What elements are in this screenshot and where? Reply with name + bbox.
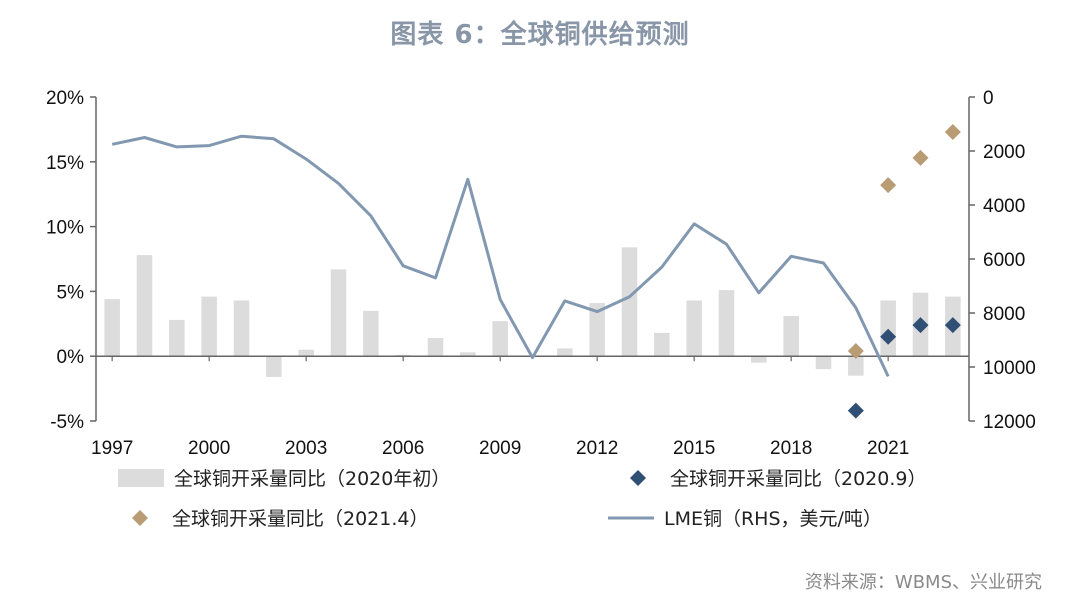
source-note: 资料来源：WBMS、兴业研究 <box>804 572 1042 593</box>
right-tick-label: 10000 <box>983 358 1036 379</box>
x-tick-label: 2006 <box>382 438 424 459</box>
bar-2008 <box>460 352 476 357</box>
x-tick-label: 2021 <box>867 438 909 459</box>
point-2020-9-2021 <box>880 328 897 345</box>
left-axis-ticks: 20% 15% 10% 5% 0% -5% <box>46 88 96 433</box>
x-tick-label: 1997 <box>91 438 133 459</box>
legend-label: LME铜（RHS，美元/吨） <box>664 508 882 530</box>
scatter-series-2021-4 <box>847 123 961 360</box>
bar-2021 <box>880 300 896 357</box>
point-2020-9-2023 <box>944 317 961 334</box>
bar-2018 <box>783 316 799 357</box>
right-tick-label: 4000 <box>983 196 1025 217</box>
bar-2000 <box>201 296 217 357</box>
bar-1998 <box>136 255 153 357</box>
x-tick-label: 2018 <box>770 438 812 459</box>
x-tick-label: 2009 <box>479 438 521 459</box>
bar-2013 <box>621 247 638 357</box>
legend-label: 全球铜开采量同比（2021.4） <box>172 508 428 530</box>
bar-2004 <box>330 269 347 357</box>
lme-copper-line <box>111 134 890 378</box>
x-axis-ticks: 1997 2000 2003 2006 2009 2012 2015 2018 2021 <box>91 356 909 459</box>
right-tick-label: 8000 <box>983 304 1025 325</box>
legend-label: 全球铜开采量同比（2020.9） <box>670 468 926 490</box>
x-tick-label: 2012 <box>576 438 618 459</box>
bar-2002 <box>266 356 282 377</box>
point-2021-4-2021 <box>880 177 897 194</box>
right-axis-ticks: 0 2000 4000 6000 8000 10000 12000 <box>969 88 1036 433</box>
point-2021-4-2022 <box>912 149 929 166</box>
bar-series <box>104 247 961 377</box>
legend: 全球铜开采量同比（2020年初） 全球铜开采量同比（2020.9） 全球铜开采量同比… <box>118 468 926 530</box>
legend-label: 全球铜开采量同比（2020年初） <box>174 468 450 490</box>
left-tick-label: 10% <box>46 218 84 239</box>
bar-2001 <box>233 300 250 357</box>
point-2021-4-2023 <box>944 123 961 140</box>
bar-2003 <box>298 349 314 357</box>
chart-title: 图表 6：全球铜供给预测 <box>390 20 690 50</box>
x-tick-label: 2015 <box>673 438 715 459</box>
bar-1997 <box>104 299 120 357</box>
scatter-series-2020-9 <box>847 317 961 419</box>
x-tick-label: 2003 <box>285 438 327 459</box>
bar-2020 <box>848 356 864 376</box>
bar-2009 <box>492 321 508 357</box>
bar-2007 <box>427 338 444 357</box>
left-tick-label: 20% <box>46 88 84 109</box>
right-tick-label: 12000 <box>983 412 1036 433</box>
x-tick-label: 2000 <box>188 438 230 459</box>
bar-1999 <box>169 319 185 357</box>
point-2020-9-2022 <box>912 317 929 334</box>
bar-2019 <box>815 356 832 370</box>
right-tick-label: 2000 <box>983 142 1025 163</box>
bar-2005 <box>363 310 379 357</box>
right-tick-label: 0 <box>983 88 994 109</box>
bar-2011 <box>557 348 573 357</box>
bar-2012 <box>589 303 605 357</box>
right-tick-label: 6000 <box>983 250 1025 271</box>
bar-2016 <box>718 290 735 357</box>
bar-2015 <box>686 300 702 357</box>
left-tick-label: 0% <box>57 347 85 368</box>
legend-swatch-diamond <box>630 470 646 486</box>
left-tick-label: 15% <box>46 153 84 174</box>
left-tick-label: 5% <box>57 282 85 303</box>
point-2021-4-2020 <box>847 343 864 360</box>
legend-swatch-bar <box>118 469 164 487</box>
bar-2017 <box>751 356 767 363</box>
bar-2014 <box>654 332 670 357</box>
legend-swatch-diamond <box>132 510 148 526</box>
point-2020-9-2020 <box>847 402 864 419</box>
left-tick-label: -5% <box>50 412 84 433</box>
